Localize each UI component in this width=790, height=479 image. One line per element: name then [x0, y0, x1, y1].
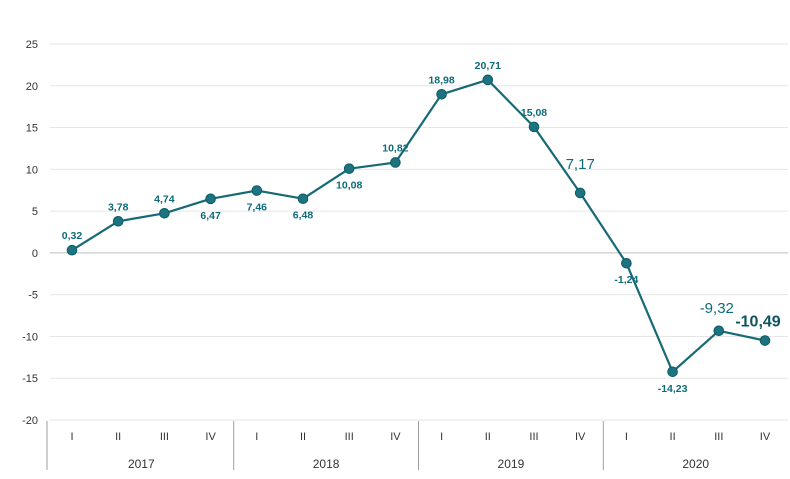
y-tick-label: 5 — [32, 206, 38, 218]
data-point — [205, 193, 216, 205]
data-point — [436, 89, 447, 100]
data-label: 0,32 — [62, 230, 83, 242]
x-tick-label: I — [70, 431, 73, 443]
x-tick-label: II — [115, 431, 121, 443]
x-tick-label: III — [345, 431, 354, 443]
data-label: 7,46 — [247, 202, 268, 214]
data-point — [621, 257, 632, 269]
data-label: 6,48 — [293, 210, 314, 222]
x-tick-label: II — [485, 431, 491, 443]
data-points — [66, 74, 771, 378]
year-label: 2017 — [128, 457, 155, 471]
x-tick-label: III — [714, 431, 723, 443]
y-tick-label: -15 — [22, 373, 38, 385]
x-tick-label: IV — [760, 431, 771, 443]
y-tick-label: -5 — [28, 290, 38, 302]
y-tick-label: 15 — [26, 123, 38, 135]
data-label: 10,82 — [382, 142, 408, 154]
data-label: -1,24 — [614, 274, 638, 286]
y-tick-label: -10 — [22, 331, 38, 343]
data-label: -9,32 — [700, 300, 734, 317]
x-tick-label: IV — [575, 431, 586, 443]
data-point — [159, 207, 170, 219]
data-point — [390, 157, 401, 168]
data-point — [574, 187, 586, 199]
y-tick-label: 20 — [26, 81, 38, 93]
year-label: 2020 — [682, 457, 709, 471]
data-label: -14,23 — [658, 383, 688, 395]
data-label: 3,78 — [108, 201, 129, 213]
data-point — [482, 74, 494, 86]
y-tick-label: 10 — [26, 164, 38, 176]
data-point — [251, 185, 263, 196]
x-tick-label: I — [625, 431, 628, 443]
series-line — [71, 78, 766, 373]
data-label: 6,47 — [200, 210, 221, 222]
data-point — [528, 121, 540, 133]
x-tick-label: I — [440, 431, 443, 443]
y-tick-label: 0 — [32, 248, 38, 260]
x-tick-label: IV — [205, 431, 216, 443]
y-tick-label: -20 — [22, 415, 38, 427]
y-axis-ticks: 25 20 15 10 5 0 -5 -10 -15 -20 — [22, 39, 38, 427]
data-point — [343, 163, 355, 174]
x-tick-label: III — [529, 431, 538, 443]
data-point — [66, 244, 78, 256]
data-label: 18,98 — [428, 74, 454, 86]
data-label: 20,71 — [475, 60, 501, 72]
data-point — [667, 366, 678, 378]
x-tick-label: IV — [390, 431, 401, 443]
data-point — [112, 216, 124, 227]
year-label: 2019 — [498, 457, 525, 471]
data-point — [297, 193, 309, 205]
data-labels: 0,32 3,78 4,74 6,47 7,46 6,48 10,08 10,82 18,98 2… — [62, 60, 781, 395]
x-tick-label: II — [300, 431, 306, 443]
year-label: 2018 — [313, 457, 340, 471]
series-path — [71, 78, 766, 373]
data-label: 4,74 — [154, 193, 175, 205]
y-tick-label: 25 — [26, 39, 38, 51]
gridlines — [50, 43, 788, 421]
data-label: 10,08 — [336, 180, 362, 192]
data-label: -10,49 — [735, 314, 780, 331]
x-tick-label: III — [160, 431, 169, 443]
data-label: 15,08 — [521, 107, 547, 119]
x-tick-label: I — [255, 431, 258, 443]
data-point — [759, 335, 771, 346]
data-point — [713, 325, 725, 337]
x-tick-label: II — [670, 431, 676, 443]
data-label: 7,17 — [566, 156, 595, 173]
